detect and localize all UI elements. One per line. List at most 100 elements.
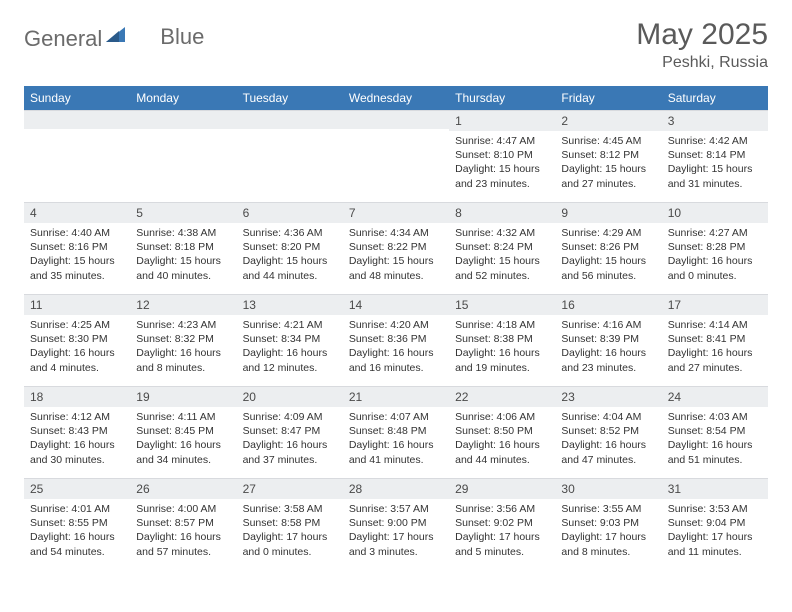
- calendar-page: General Blue May 2025 Peshki, Russia Sun…: [0, 0, 792, 580]
- day-content: Sunrise: 4:25 AMSunset: 8:30 PMDaylight:…: [24, 315, 130, 380]
- day-content: Sunrise: 3:55 AMSunset: 9:03 PMDaylight:…: [555, 499, 661, 564]
- day-content: Sunrise: 4:20 AMSunset: 8:36 PMDaylight:…: [343, 315, 449, 380]
- day-number: 2: [555, 110, 661, 131]
- sunset-text: Sunset: 8:36 PM: [349, 332, 443, 346]
- sunrise-text: Sunrise: 4:06 AM: [455, 410, 549, 424]
- weekday-header-row: Sunday Monday Tuesday Wednesday Thursday…: [24, 86, 768, 110]
- calendar-day-cell: 8Sunrise: 4:32 AMSunset: 8:24 PMDaylight…: [449, 202, 555, 294]
- sunrise-text: Sunrise: 4:21 AM: [243, 318, 337, 332]
- day-content: Sunrise: 3:57 AMSunset: 9:00 PMDaylight:…: [343, 499, 449, 564]
- calendar-day-cell: 7Sunrise: 4:34 AMSunset: 8:22 PMDaylight…: [343, 202, 449, 294]
- day-content: Sunrise: 4:11 AMSunset: 8:45 PMDaylight:…: [130, 407, 236, 472]
- day-content: Sunrise: 4:14 AMSunset: 8:41 PMDaylight:…: [662, 315, 768, 380]
- calendar-day-cell: 31Sunrise: 3:53 AMSunset: 9:04 PMDayligh…: [662, 478, 768, 570]
- sunset-text: Sunset: 8:32 PM: [136, 332, 230, 346]
- logo-text-blue: Blue: [130, 24, 204, 50]
- day-number: 14: [343, 294, 449, 315]
- day-content: Sunrise: 4:42 AMSunset: 8:14 PMDaylight:…: [662, 131, 768, 196]
- calendar-week-row: 4Sunrise: 4:40 AMSunset: 8:16 PMDaylight…: [24, 202, 768, 294]
- day-number: 18: [24, 386, 130, 407]
- calendar-day-cell: 4Sunrise: 4:40 AMSunset: 8:16 PMDaylight…: [24, 202, 130, 294]
- day-number: 4: [24, 202, 130, 223]
- daylight-text: Daylight: 15 hours and 23 minutes.: [455, 162, 549, 190]
- day-number: 29: [449, 478, 555, 499]
- page-subtitle: Peshki, Russia: [636, 54, 768, 72]
- daylight-text: Daylight: 15 hours and 27 minutes.: [561, 162, 655, 190]
- sunset-text: Sunset: 8:14 PM: [668, 148, 762, 162]
- sunset-text: Sunset: 8:55 PM: [30, 516, 124, 530]
- day-content: Sunrise: 4:04 AMSunset: 8:52 PMDaylight:…: [555, 407, 661, 472]
- daylight-text: Daylight: 16 hours and 37 minutes.: [243, 438, 337, 466]
- sunset-text: Sunset: 8:54 PM: [668, 424, 762, 438]
- calendar-day-cell: 23Sunrise: 4:04 AMSunset: 8:52 PMDayligh…: [555, 386, 661, 478]
- daylight-text: Daylight: 15 hours and 35 minutes.: [30, 254, 124, 282]
- sunrise-text: Sunrise: 4:47 AM: [455, 134, 549, 148]
- calendar-day-cell: 6Sunrise: 4:36 AMSunset: 8:20 PMDaylight…: [237, 202, 343, 294]
- daylight-text: Daylight: 16 hours and 47 minutes.: [561, 438, 655, 466]
- calendar-day-cell: 13Sunrise: 4:21 AMSunset: 8:34 PMDayligh…: [237, 294, 343, 386]
- daylight-text: Daylight: 16 hours and 0 minutes.: [668, 254, 762, 282]
- calendar-day-cell: [24, 110, 130, 202]
- day-number: 3: [662, 110, 768, 131]
- day-number: 20: [237, 386, 343, 407]
- daylight-text: Daylight: 15 hours and 56 minutes.: [561, 254, 655, 282]
- day-number: [24, 110, 130, 129]
- day-number: 8: [449, 202, 555, 223]
- sunrise-text: Sunrise: 4:34 AM: [349, 226, 443, 240]
- logo: General Blue: [24, 18, 204, 52]
- sunrise-text: Sunrise: 4:03 AM: [668, 410, 762, 424]
- sunset-text: Sunset: 8:20 PM: [243, 240, 337, 254]
- day-content: Sunrise: 4:12 AMSunset: 8:43 PMDaylight:…: [24, 407, 130, 472]
- day-number: 15: [449, 294, 555, 315]
- day-number: 30: [555, 478, 661, 499]
- title-block: May 2025 Peshki, Russia: [636, 18, 768, 72]
- day-number: 31: [662, 478, 768, 499]
- day-content: Sunrise: 4:00 AMSunset: 8:57 PMDaylight:…: [130, 499, 236, 564]
- weekday-header: Tuesday: [237, 86, 343, 110]
- sunset-text: Sunset: 8:47 PM: [243, 424, 337, 438]
- calendar-day-cell: 26Sunrise: 4:00 AMSunset: 8:57 PMDayligh…: [130, 478, 236, 570]
- sunset-text: Sunset: 8:26 PM: [561, 240, 655, 254]
- sunset-text: Sunset: 8:18 PM: [136, 240, 230, 254]
- calendar-day-cell: 15Sunrise: 4:18 AMSunset: 8:38 PMDayligh…: [449, 294, 555, 386]
- day-number: 26: [130, 478, 236, 499]
- sunrise-text: Sunrise: 4:40 AM: [30, 226, 124, 240]
- day-content: Sunrise: 4:16 AMSunset: 8:39 PMDaylight:…: [555, 315, 661, 380]
- day-content: Sunrise: 4:21 AMSunset: 8:34 PMDaylight:…: [237, 315, 343, 380]
- day-number: [130, 110, 236, 129]
- sunrise-text: Sunrise: 4:25 AM: [30, 318, 124, 332]
- sunrise-text: Sunrise: 4:00 AM: [136, 502, 230, 516]
- sunset-text: Sunset: 9:04 PM: [668, 516, 762, 530]
- daylight-text: Daylight: 16 hours and 57 minutes.: [136, 530, 230, 558]
- daylight-text: Daylight: 15 hours and 40 minutes.: [136, 254, 230, 282]
- daylight-text: Daylight: 16 hours and 27 minutes.: [668, 346, 762, 374]
- calendar-day-cell: 2Sunrise: 4:45 AMSunset: 8:12 PMDaylight…: [555, 110, 661, 202]
- calendar-day-cell: 24Sunrise: 4:03 AMSunset: 8:54 PMDayligh…: [662, 386, 768, 478]
- calendar-day-cell: 21Sunrise: 4:07 AMSunset: 8:48 PMDayligh…: [343, 386, 449, 478]
- daylight-text: Daylight: 16 hours and 54 minutes.: [30, 530, 124, 558]
- day-content: Sunrise: 4:09 AMSunset: 8:47 PMDaylight:…: [237, 407, 343, 472]
- sunset-text: Sunset: 8:24 PM: [455, 240, 549, 254]
- day-number: 17: [662, 294, 768, 315]
- day-number: [237, 110, 343, 129]
- sunset-text: Sunset: 8:34 PM: [243, 332, 337, 346]
- daylight-text: Daylight: 15 hours and 52 minutes.: [455, 254, 549, 282]
- weekday-header: Wednesday: [343, 86, 449, 110]
- daylight-text: Daylight: 15 hours and 48 minutes.: [349, 254, 443, 282]
- day-content: Sunrise: 4:36 AMSunset: 8:20 PMDaylight:…: [237, 223, 343, 288]
- sunrise-text: Sunrise: 4:11 AM: [136, 410, 230, 424]
- sunrise-text: Sunrise: 4:16 AM: [561, 318, 655, 332]
- weekday-header: Monday: [130, 86, 236, 110]
- sunset-text: Sunset: 9:03 PM: [561, 516, 655, 530]
- day-content: Sunrise: 4:06 AMSunset: 8:50 PMDaylight:…: [449, 407, 555, 472]
- calendar-day-cell: 27Sunrise: 3:58 AMSunset: 8:58 PMDayligh…: [237, 478, 343, 570]
- day-content: Sunrise: 4:23 AMSunset: 8:32 PMDaylight:…: [130, 315, 236, 380]
- day-content: Sunrise: 3:58 AMSunset: 8:58 PMDaylight:…: [237, 499, 343, 564]
- sunset-text: Sunset: 8:43 PM: [30, 424, 124, 438]
- day-number: 22: [449, 386, 555, 407]
- sunrise-text: Sunrise: 3:57 AM: [349, 502, 443, 516]
- day-number: 12: [130, 294, 236, 315]
- day-number: [343, 110, 449, 129]
- daylight-text: Daylight: 17 hours and 11 minutes.: [668, 530, 762, 558]
- daylight-text: Daylight: 16 hours and 8 minutes.: [136, 346, 230, 374]
